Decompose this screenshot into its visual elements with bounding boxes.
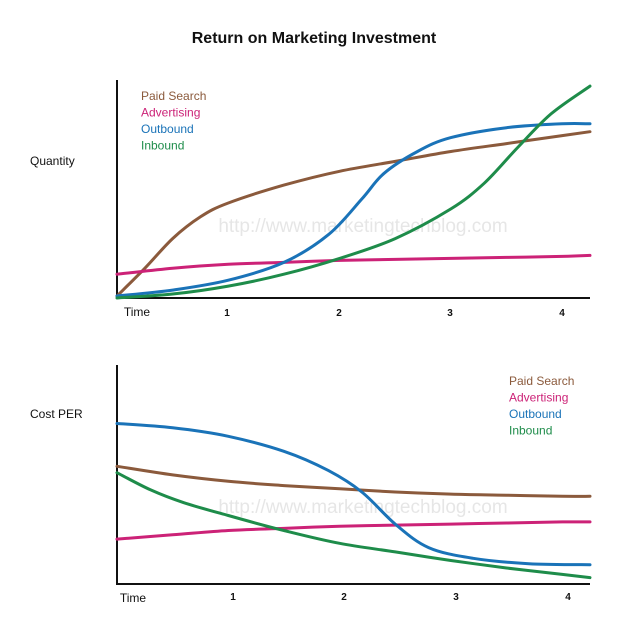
x-tick-label: 2 — [341, 592, 347, 603]
series-line-inbound — [115, 471, 592, 580]
x-tick-label: 4 — [565, 592, 571, 603]
watermark-text: http://www.marketingtechblog.com — [218, 497, 507, 518]
chart-title: Return on Marketing Investment — [192, 30, 437, 47]
cost-per-chart: http://www.marketingtechblog.com Cost PER… — [30, 365, 592, 605]
series-line-inbound — [115, 84, 592, 300]
series-line-outbound — [115, 422, 592, 567]
legend-entry-advertising: Advertising — [509, 391, 568, 405]
x-tick-label: 3 — [447, 308, 453, 319]
series-line-outbound — [115, 121, 592, 298]
legend-entry-inbound: Inbound — [141, 139, 184, 153]
x-tick-label: 1 — [224, 308, 230, 319]
legend-entry-paid-search: Paid Search — [141, 89, 206, 103]
series-line-advertising — [115, 520, 592, 541]
x-axis-label: Time — [120, 591, 147, 605]
x-tick-label: 4 — [559, 308, 565, 319]
legend-entry-outbound: Outbound — [509, 407, 562, 421]
quantity-chart: http://www.marketingtechblog.com Quantity… — [30, 80, 592, 319]
x-tick-label: 3 — [453, 592, 459, 603]
legend-entry-outbound: Outbound — [141, 122, 194, 136]
y-axis-label: Quantity — [30, 154, 75, 168]
x-tick-label: 2 — [336, 308, 342, 319]
x-axis-label: Time — [124, 305, 151, 319]
series-line-paid-search — [115, 464, 592, 498]
x-tick-label: 1 — [230, 592, 236, 603]
legend-entry-inbound: Inbound — [509, 424, 552, 438]
y-axis-label: Cost PER — [30, 407, 83, 421]
legend-entry-paid-search: Paid Search — [509, 374, 574, 388]
series-line-advertising — [115, 253, 592, 276]
series-line-paid-search — [115, 130, 592, 298]
legend-entry-advertising: Advertising — [141, 106, 200, 120]
watermark-text: http://www.marketingtechblog.com — [218, 216, 507, 237]
